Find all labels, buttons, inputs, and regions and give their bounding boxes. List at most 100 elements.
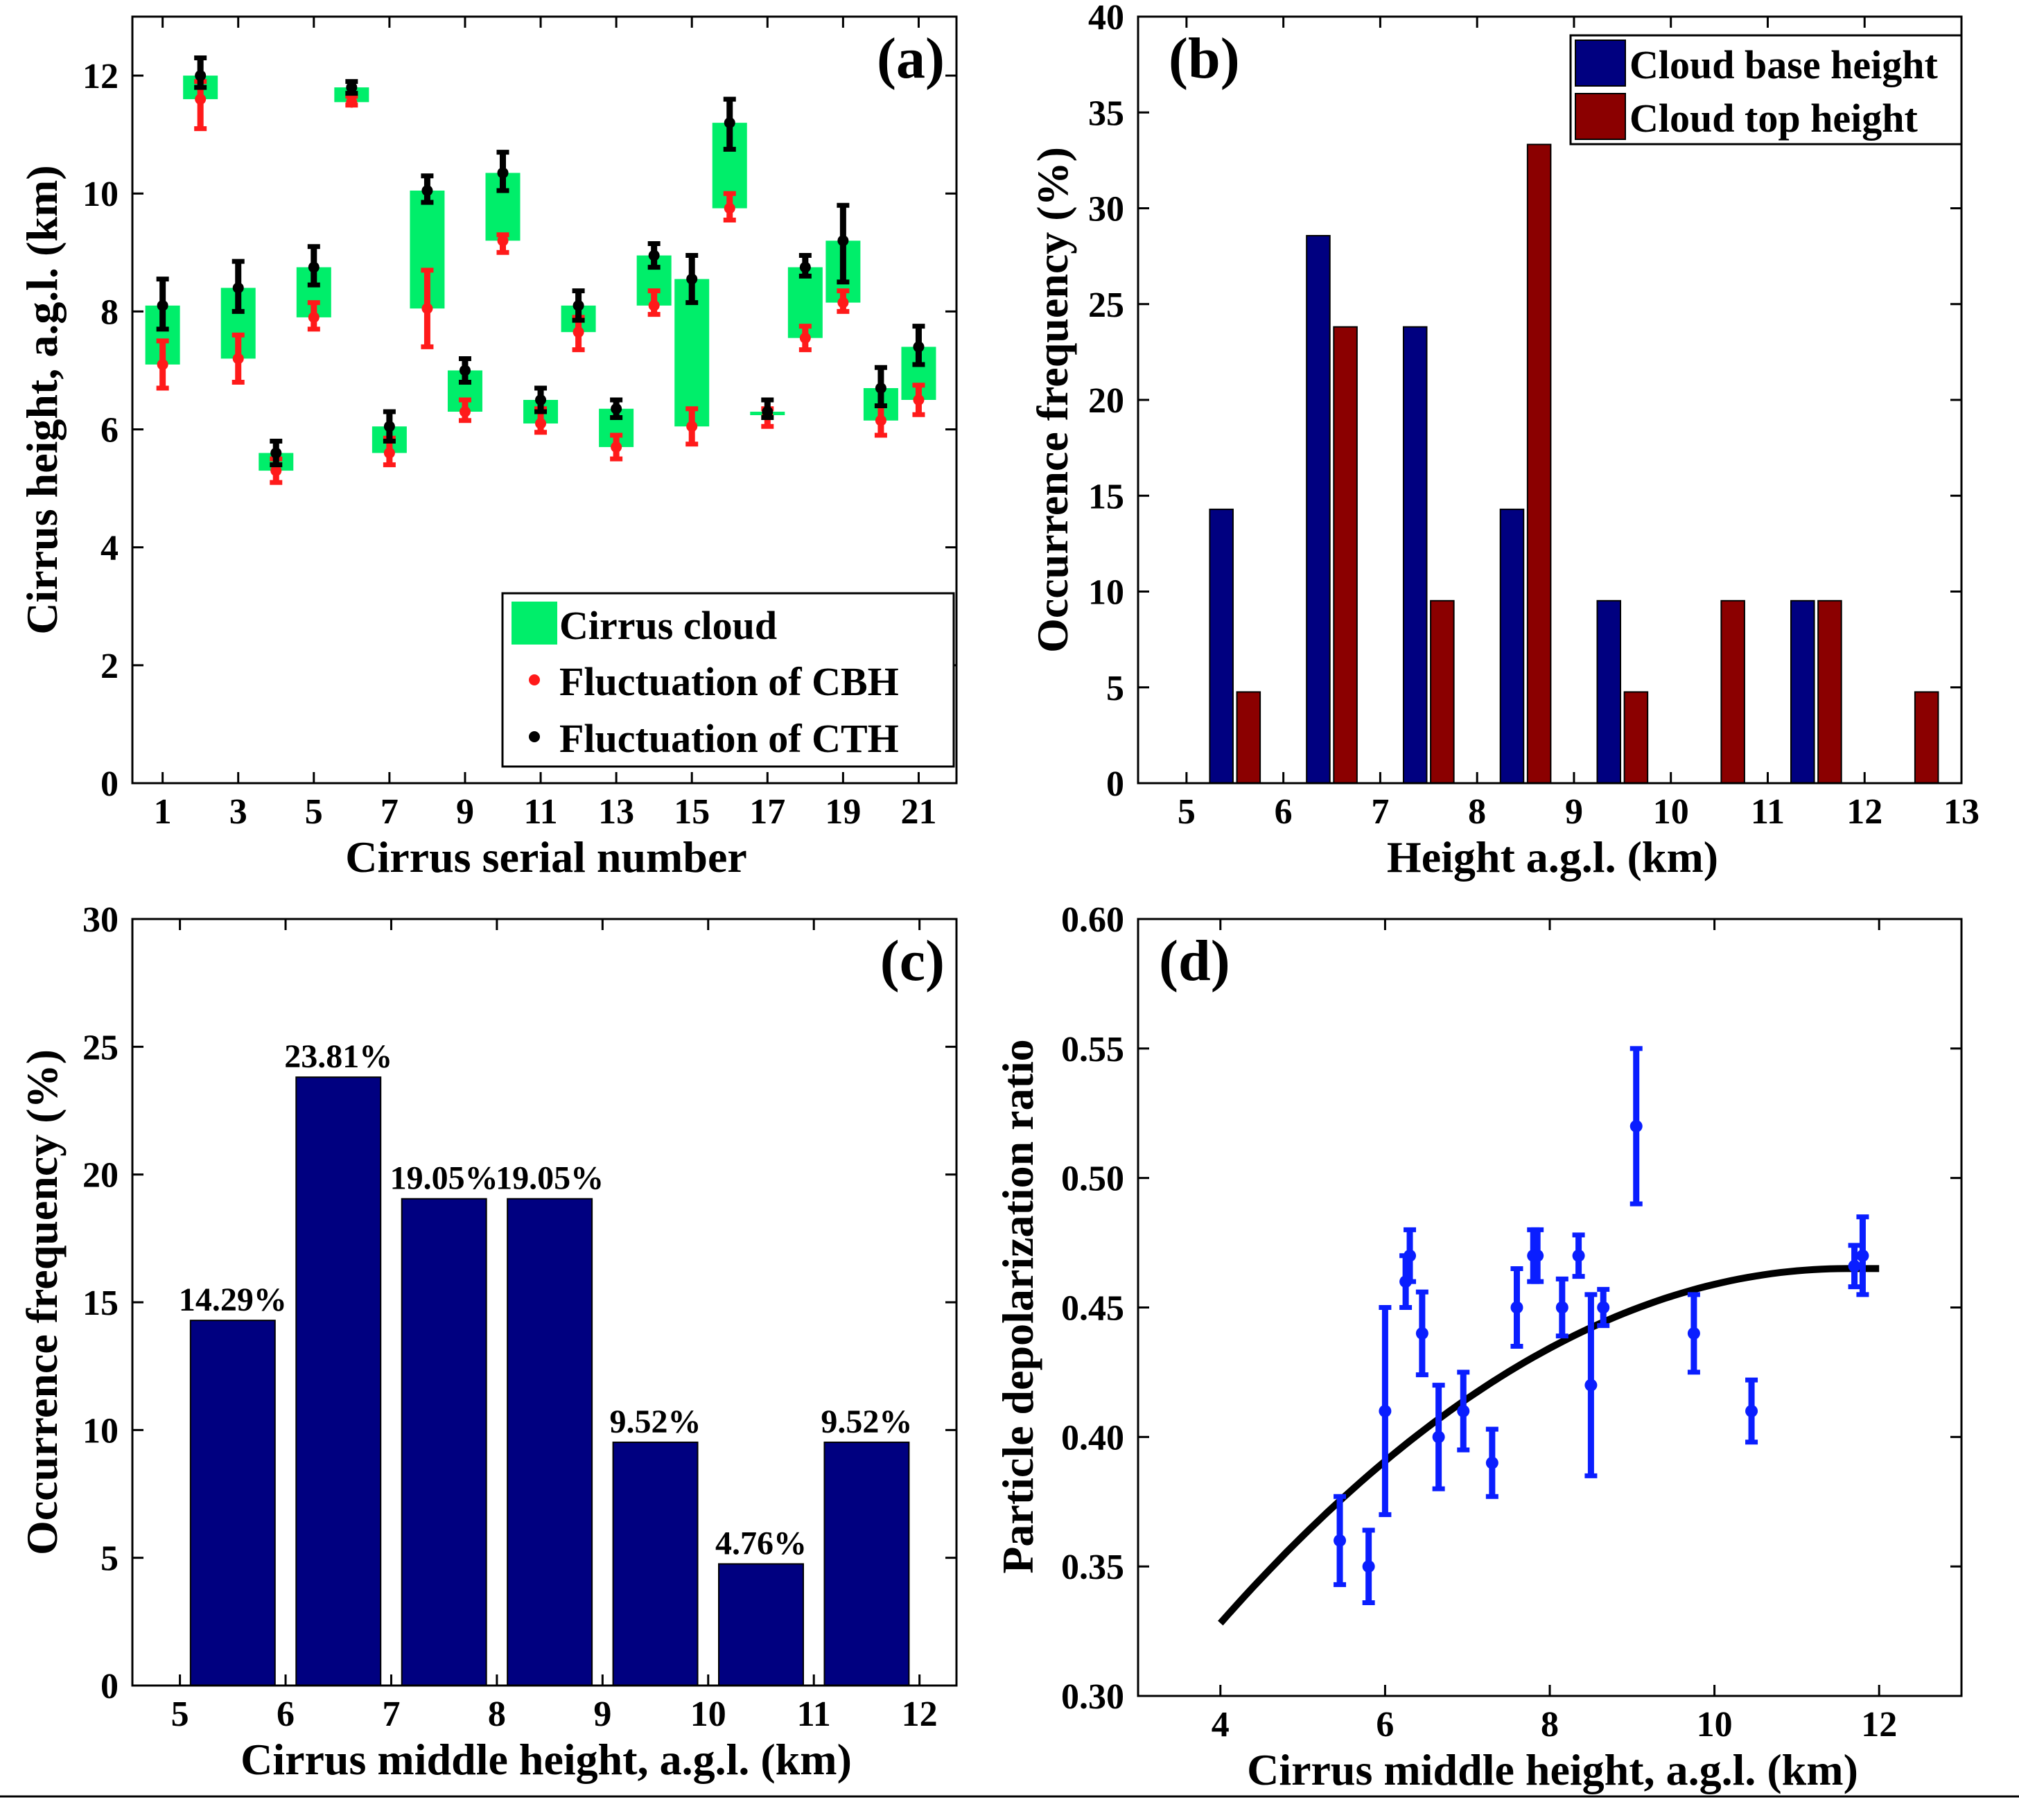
x-tick-label: 7 [381,792,399,832]
cloud-top-bar [1914,691,1939,784]
cloud-top-bar [1720,600,1745,784]
legend-label-cirrus-cloud: Cirrus cloud [559,603,777,648]
cth-point [648,250,660,261]
y-tick-label: 0 [1106,764,1124,804]
cloud-base-bar [1596,600,1622,784]
bar-value-label: 19.05% [496,1160,604,1197]
depol-point [1848,1259,1861,1272]
x-tick-label: 5 [171,1695,189,1734]
legend-label-cbh: Fluctuation of CBH [559,659,899,704]
cbh-point [383,447,395,459]
cbh-point [497,235,509,247]
x-tick-label: 8 [488,1695,506,1734]
x-tick-label: 13 [598,792,634,832]
panel-c-middle-height-frequency-chart: 14.29%23.81%19.05%19.05%9.52%4.76%9.52% … [17,900,958,1784]
depol-point [1597,1301,1610,1314]
panel-c-ylabel: Occurrence frequency (%) [17,1049,67,1555]
depol-point [1745,1404,1758,1417]
x-tick-label: 6 [1376,1705,1394,1744]
cbh-point [535,418,547,430]
legend-label-cloud-base: Cloud base height [1629,42,1938,87]
x-tick-label: 13 [1943,792,1979,832]
x-tick-label: 9 [456,792,474,832]
panel-d-label: (d) [1159,929,1230,993]
cth-point [195,70,207,82]
x-tick-label: 6 [1275,792,1293,832]
cbh-point [648,299,660,311]
cloud-top-bar [1333,326,1358,784]
bar-value-label: 4.76% [715,1525,807,1562]
depol-point [1510,1301,1523,1314]
depol-point [1572,1249,1585,1262]
cloud-base-bar [1209,508,1234,784]
panel-d-ylabel: Particle depolarization ratio [993,1039,1042,1573]
bar-value-label: 14.29% [179,1281,287,1318]
legend-label-cth: Fluctuation of CTH [559,716,899,761]
x-tick-label: 7 [1371,792,1389,832]
panel-c-label: (c) [880,929,945,993]
bar-value-label: 23.81% [284,1038,392,1075]
y-tick-label: 0 [100,1667,119,1706]
x-tick-label: 10 [1697,1705,1733,1744]
panel-a-legend: Cirrus cloud Fluctuation of CBH Fluctuat… [501,592,955,768]
x-tick-label: 1 [154,792,172,832]
depol-point [1404,1249,1417,1262]
y-tick-label: 0.45 [1061,1289,1124,1329]
panel-a-legend-box [501,592,955,768]
cloud-top-bar [1236,691,1261,784]
cbh-point [270,465,282,477]
cloud-top-bar [1817,600,1842,784]
panel-b-ylabel: Occurrence frequency (%) [1028,147,1077,653]
cbh-point [308,311,320,323]
cbh-point [232,353,244,365]
cth-point [799,261,811,273]
y-tick-label: 8 [100,292,119,332]
cloud-base-bar [1402,326,1428,784]
y-tick-label: 5 [1106,669,1124,708]
frequency-bar [401,1198,487,1686]
frequency-bar [612,1442,699,1686]
frequency-bar [507,1198,593,1686]
cth-point [762,406,773,418]
x-tick-label: 11 [523,792,557,832]
y-tick-label: 12 [82,57,119,96]
cbh-point [573,326,584,338]
cbh-point [837,297,849,308]
y-tick-label: 6 [100,411,119,450]
frequency-bar [295,1076,382,1687]
cbh-point [799,332,811,344]
depol-point [1555,1301,1568,1314]
panel-b-height-frequency-chart: 5 6 7 8 9 10 11 12 13 0 5 10 15 20 25 30 35 40 (b) Height… [1028,0,1979,882]
y-tick-label: 15 [82,1284,119,1323]
x-tick-label: 4 [1212,1705,1230,1744]
legend-swatch-cloud-top [1575,93,1626,140]
x-tick-label: 9 [1565,792,1583,832]
depol-point [1415,1327,1428,1340]
cbh-point [913,394,925,405]
x-tick-label: 11 [1751,792,1785,832]
cth-point [573,299,584,311]
y-tick-label: 4 [100,529,119,568]
x-tick-label: 6 [277,1695,295,1734]
cloud-top-bar [1526,143,1552,785]
cbh-point [875,414,886,426]
panel-b-legend-box [1569,34,1963,146]
x-tick-label: 21 [900,792,936,832]
legend-swatch-cloud-base [1575,40,1626,87]
panel-b-xlabel: Height a.g.l. (km) [1387,832,1718,882]
cth-point [346,82,358,94]
legend-swatch-cirrus-cloud [512,602,557,645]
y-tick-label: 30 [82,900,119,940]
depol-point [1379,1404,1392,1417]
cbh-point [686,421,698,432]
cbh-point [157,358,168,370]
y-tick-label: 0.40 [1061,1418,1124,1458]
x-tick-label: 12 [902,1695,938,1734]
cth-point [913,341,925,353]
y-tick-label: 0.30 [1061,1677,1124,1717]
x-tick-label: 7 [382,1695,400,1734]
cth-point [459,365,471,376]
x-tick-label: 5 [1178,792,1196,832]
x-tick-label: 17 [749,792,785,832]
